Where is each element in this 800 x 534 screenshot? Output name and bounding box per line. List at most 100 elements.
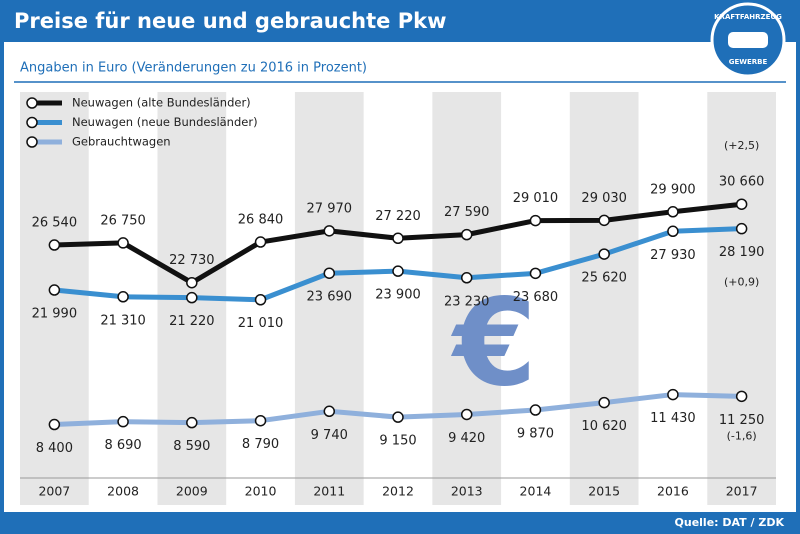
point: [48, 284, 61, 296]
point: [254, 236, 267, 248]
logo-top: KRAFTFAHRZEUG: [714, 13, 782, 21]
point: [667, 225, 679, 238]
point: [186, 291, 198, 304]
value-label: 9 870: [517, 427, 554, 442]
point: [254, 414, 267, 427]
legend-marker: [26, 97, 38, 109]
change-note: (+0,9): [724, 276, 759, 289]
point: [667, 388, 679, 401]
legend-label: Gebrauchtwagen: [72, 135, 171, 149]
logo: KRAFTFAHRZEUG GEWERBE: [710, 2, 786, 78]
value-label: 10 620: [581, 419, 627, 434]
value-label: 21 010: [238, 316, 284, 331]
point: [117, 291, 129, 303]
value-label: 23 680: [513, 290, 559, 305]
point: [48, 418, 61, 431]
value-label: 11 250: [719, 413, 765, 428]
point: [598, 396, 610, 409]
point: [323, 405, 336, 418]
column-band: [569, 92, 639, 505]
x-tick-label: 2011: [313, 484, 345, 499]
point: [323, 225, 336, 237]
x-tick-label: 2014: [520, 484, 552, 499]
value-label: 27 930: [650, 248, 696, 263]
value-label: 30 660: [719, 175, 765, 190]
chart-title: Preise für neue und gebrauchte Pkw: [14, 9, 446, 33]
column-band: [20, 92, 89, 505]
point: [186, 416, 198, 429]
point: [529, 404, 542, 416]
source: Quelle: DAT / ZDK: [675, 516, 785, 529]
point: [254, 293, 267, 306]
point: [117, 237, 129, 249]
header-band: [0, 0, 800, 42]
value-label: 9 150: [379, 434, 416, 449]
value-label: 8 690: [104, 438, 141, 453]
point: [735, 198, 748, 210]
value-label: 8 790: [242, 437, 279, 452]
x-tick-label: 2015: [588, 484, 620, 499]
footer-band: [0, 512, 800, 534]
value-label: 29 010: [513, 191, 559, 206]
value-label: 22 730: [169, 253, 215, 268]
point: [460, 408, 473, 421]
x-tick-label: 2010: [245, 484, 277, 499]
value-label: 28 190: [719, 245, 765, 260]
value-label: 21 990: [32, 307, 78, 322]
x-tick-label: 2017: [726, 484, 758, 499]
value-label: 29 900: [650, 182, 696, 197]
logo-car: [728, 32, 768, 48]
point: [529, 267, 542, 280]
column-band: [432, 92, 502, 505]
point: [460, 272, 473, 284]
value-label: 9 420: [448, 431, 485, 446]
point: [186, 276, 198, 289]
value-label: 29 030: [581, 191, 627, 206]
point: [598, 214, 610, 227]
value-label: 23 230: [444, 294, 490, 309]
right-border: [796, 0, 800, 534]
value-label: 9 740: [311, 428, 348, 443]
x-tick-label: 2013: [451, 484, 483, 499]
point: [323, 267, 336, 279]
point: [735, 222, 748, 235]
legend-marker: [26, 116, 38, 129]
point: [392, 411, 404, 423]
x-tick-label: 2008: [107, 484, 139, 499]
point: [392, 265, 404, 277]
value-label: 27 590: [444, 205, 490, 220]
legend-marker: [26, 136, 38, 148]
logo-bottom: GEWERBE: [729, 58, 768, 66]
column-band: [294, 92, 364, 505]
left-border: [0, 0, 4, 534]
point: [529, 214, 542, 227]
change-note: (+2,5): [724, 139, 759, 152]
x-tick-label: 2012: [382, 484, 414, 499]
value-label: 26 840: [238, 213, 284, 228]
point: [735, 390, 748, 403]
value-label: 23 900: [375, 288, 421, 303]
value-label: 8 590: [173, 439, 210, 454]
x-tick-label: 2007: [38, 484, 70, 499]
point: [392, 232, 404, 245]
value-label: 11 430: [650, 411, 696, 426]
x-tick-label: 2016: [657, 484, 689, 499]
value-label: 21 310: [100, 313, 146, 328]
value-label: 27 220: [375, 209, 421, 224]
point: [598, 248, 610, 260]
value-label: 8 400: [36, 441, 73, 456]
point: [117, 415, 129, 428]
euro-watermark: €: [450, 275, 537, 414]
point: [48, 239, 61, 251]
subtitle: Angaben in Euro (Veränderungen zu 2016 i…: [20, 61, 367, 76]
column-band: [707, 92, 776, 505]
value-label: 27 970: [307, 201, 353, 216]
legend-label: Neuwagen (neue Bundesländer): [72, 115, 258, 129]
value-label: 26 540: [32, 216, 78, 231]
point: [667, 206, 679, 218]
x-tick-label: 2009: [176, 484, 208, 499]
change-note: (-1,6): [727, 429, 757, 442]
value-label: 21 220: [169, 314, 215, 329]
point: [460, 228, 473, 241]
